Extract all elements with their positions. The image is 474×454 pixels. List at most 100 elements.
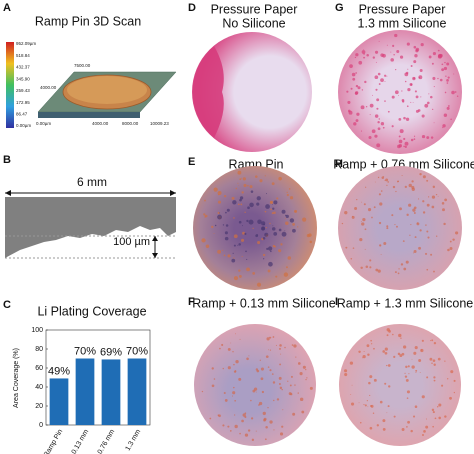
- speckle: [444, 91, 447, 94]
- speckle: [250, 417, 254, 420]
- speckle: [217, 249, 222, 254]
- speckle: [392, 333, 394, 336]
- speckle: [413, 206, 417, 210]
- speckle: [269, 369, 272, 372]
- speckle: [257, 219, 262, 224]
- speckle: [354, 91, 358, 95]
- speckle: [369, 394, 371, 397]
- speckle: [432, 359, 436, 363]
- speckle: [406, 213, 409, 217]
- speckle: [426, 268, 429, 271]
- panel-letter: H: [335, 158, 343, 170]
- axis-label: 0.00µm: [36, 121, 51, 126]
- speckle: [396, 225, 398, 228]
- speckle: [425, 418, 427, 420]
- speckle: [373, 347, 375, 350]
- speckle: [400, 263, 404, 266]
- speckle: [278, 228, 282, 232]
- speckle: [288, 392, 292, 396]
- speckle: [350, 402, 355, 406]
- speckle: [213, 233, 215, 234]
- speckle: [222, 224, 225, 226]
- speckle: [412, 415, 416, 418]
- speckle: [442, 126, 444, 129]
- bar: [49, 378, 69, 425]
- speckle: [397, 144, 401, 149]
- arrow-head: [170, 190, 176, 196]
- speckle: [427, 236, 430, 239]
- speckle: [217, 200, 222, 204]
- speckle: [267, 269, 271, 273]
- speckle: [425, 425, 429, 429]
- speckle: [262, 253, 266, 257]
- value-label: 70%: [74, 345, 96, 357]
- colorbar-label: 172.95: [16, 100, 30, 105]
- speckle: [387, 364, 391, 367]
- y-axis-label: Area Coverage (%): [13, 348, 20, 408]
- speckle: [386, 227, 389, 230]
- speckle: [231, 258, 236, 263]
- colorbar-label: 86.47: [16, 111, 28, 116]
- speckle: [363, 53, 365, 55]
- speckle: [352, 247, 355, 249]
- speckle: [394, 33, 398, 38]
- speckle: [290, 375, 293, 378]
- speckle: [404, 372, 406, 374]
- speckle: [224, 231, 228, 235]
- speckle: [232, 395, 234, 397]
- speckle: [359, 237, 363, 242]
- speckle: [291, 344, 294, 346]
- speckle: [256, 196, 261, 201]
- axis-label: 10009.23: [150, 121, 169, 126]
- photo-disc: [194, 324, 316, 446]
- speckle: [250, 399, 252, 402]
- speckle: [230, 342, 232, 344]
- speckle: [406, 390, 410, 394]
- speckle: [446, 62, 450, 66]
- x-tick-label: Ramp Pin: [43, 428, 64, 454]
- speckle: [438, 416, 441, 420]
- speckle: [293, 344, 297, 348]
- speckle: [289, 384, 292, 387]
- speckle: [282, 409, 284, 411]
- speckle: [377, 269, 381, 273]
- speckle: [259, 359, 261, 361]
- speckle: [386, 225, 389, 228]
- speckle: [292, 222, 296, 226]
- speckle: [394, 224, 396, 226]
- speckle: [355, 84, 359, 88]
- speckle: [386, 75, 388, 77]
- speckle: [414, 405, 418, 408]
- speckle: [351, 384, 353, 386]
- speckle: [255, 430, 257, 432]
- speckle: [405, 378, 409, 382]
- speckle: [258, 401, 263, 406]
- speckle: [424, 252, 428, 255]
- speckle: [233, 363, 235, 366]
- photo-disc: [193, 166, 317, 290]
- speckle: [425, 224, 427, 226]
- speckle: [437, 195, 439, 197]
- speckle: [223, 194, 227, 198]
- speckle: [374, 50, 379, 54]
- speckle: [363, 203, 366, 206]
- speckle: [449, 240, 452, 243]
- speckle: [233, 257, 235, 259]
- speckle: [369, 426, 373, 430]
- speckle: [227, 366, 231, 370]
- speckle: [269, 222, 271, 225]
- speckle: [246, 267, 250, 272]
- speckle: [413, 138, 416, 141]
- speckle: [407, 88, 411, 92]
- speckle: [378, 118, 380, 120]
- speckle: [404, 141, 409, 146]
- speckle: [265, 227, 267, 229]
- speckle: [411, 180, 414, 183]
- speckle: [299, 397, 304, 402]
- speckle: [262, 237, 266, 240]
- speckle: [397, 352, 401, 356]
- arrow-head: [5, 190, 11, 196]
- speckle: [391, 214, 394, 217]
- speckle: [341, 222, 344, 225]
